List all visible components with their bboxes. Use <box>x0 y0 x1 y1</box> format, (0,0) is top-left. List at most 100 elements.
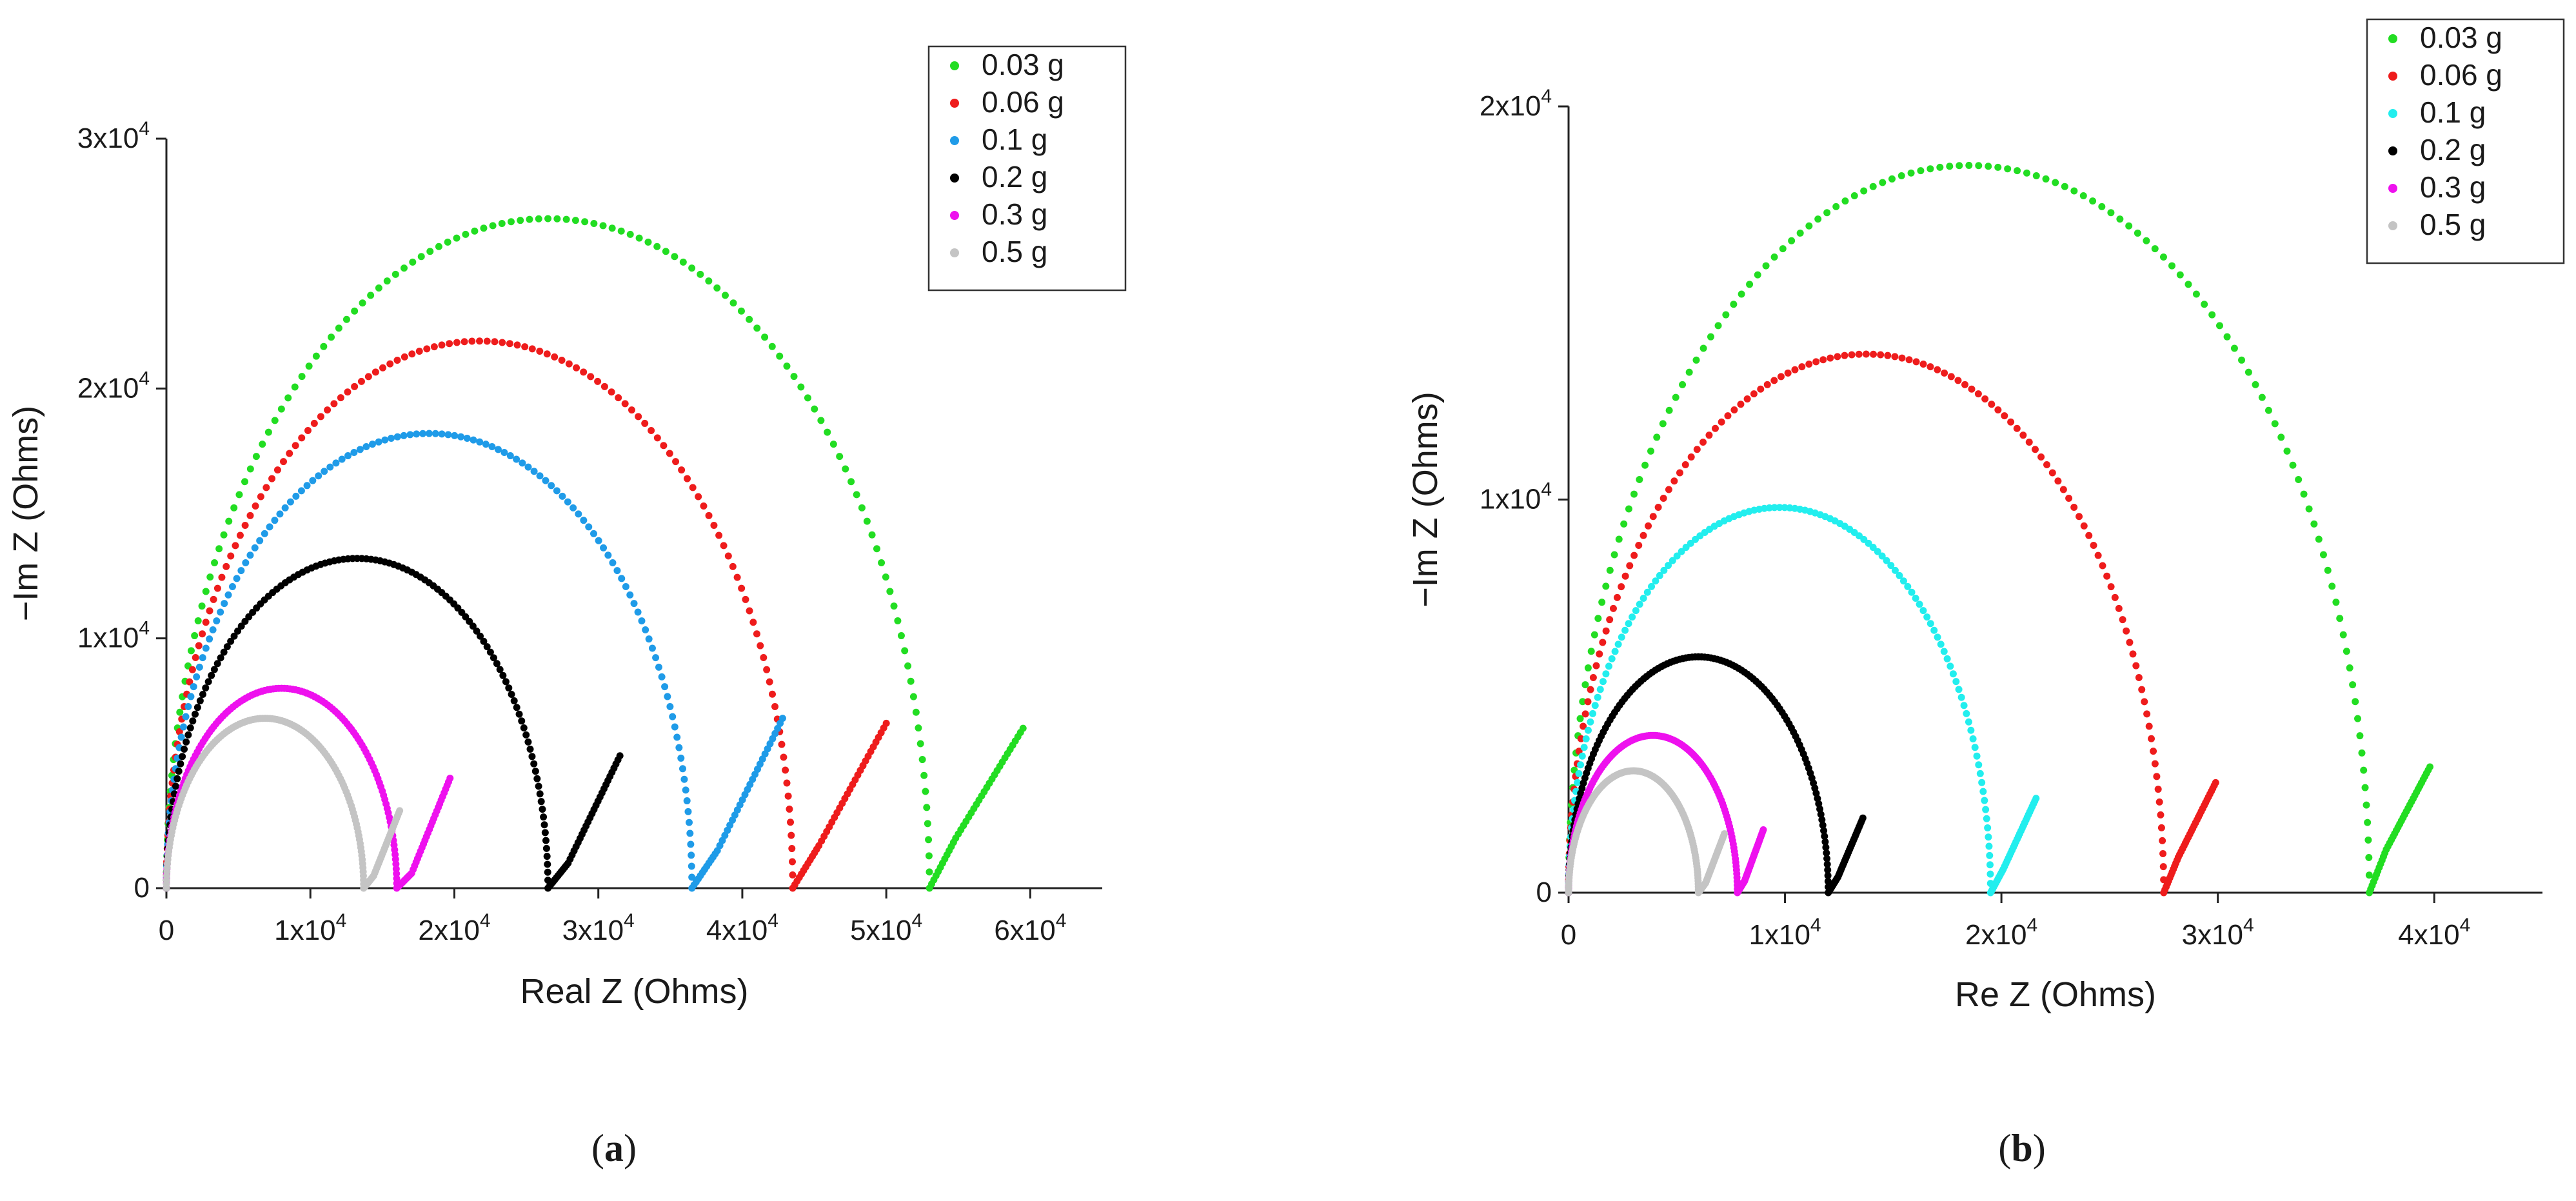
data-point <box>217 654 224 662</box>
data-point <box>1659 420 1667 428</box>
data-point <box>191 632 199 640</box>
panel-caption: (b) <box>1998 1127 2045 1169</box>
data-point <box>1591 702 1599 710</box>
data-point <box>491 338 499 346</box>
x-tick-label: 5x104 <box>850 910 922 946</box>
data-point <box>1814 215 1822 223</box>
data-point <box>172 782 179 790</box>
data-point <box>1589 710 1596 717</box>
data-point <box>213 660 221 668</box>
data-point <box>680 775 688 783</box>
data-point <box>2328 582 2336 590</box>
data-point <box>542 844 550 852</box>
data-point <box>337 394 344 402</box>
data-point <box>430 343 438 351</box>
data-point <box>528 345 536 353</box>
data-point <box>1971 744 1979 751</box>
x-tick-label: 2x104 <box>418 910 490 946</box>
data-point <box>2007 418 2015 426</box>
legend-entry: 0.2 g <box>2420 133 2486 166</box>
data-point <box>317 413 324 421</box>
data-point <box>2295 475 2303 483</box>
data-point <box>463 434 471 442</box>
data-point <box>2119 616 2126 624</box>
data-point <box>2426 763 2434 771</box>
data-point <box>600 544 608 551</box>
data-point <box>2089 197 2097 205</box>
data-point <box>688 264 696 272</box>
data-point <box>1912 358 1920 366</box>
data-point <box>553 487 560 495</box>
data-point <box>286 498 294 506</box>
data-point <box>1884 352 1892 359</box>
data-point <box>1986 851 1994 859</box>
data-point <box>2238 356 2246 364</box>
data-point <box>1919 361 1927 368</box>
data-point <box>664 693 671 700</box>
data-point <box>1611 648 1619 655</box>
data-point <box>1818 816 1826 824</box>
data-point <box>515 710 523 718</box>
data-point <box>315 472 322 480</box>
data-point <box>688 862 695 870</box>
legend-entry: 0.06 g <box>2420 58 2502 92</box>
data-point <box>1630 490 1638 498</box>
data-point <box>653 243 661 250</box>
data-point <box>540 821 548 829</box>
legend-entry: 0.5 g <box>2420 208 2486 241</box>
data-point <box>1985 833 1992 841</box>
data-point <box>2283 447 2291 455</box>
legend-marker <box>2388 184 2397 193</box>
data-point <box>1629 613 1636 621</box>
data-point <box>544 215 552 223</box>
data-point <box>907 677 915 685</box>
legend-marker <box>950 248 959 257</box>
data-point <box>1606 566 1614 574</box>
data-point <box>356 446 364 453</box>
data-point <box>551 353 559 361</box>
data-point <box>599 222 607 230</box>
data-point <box>186 724 194 732</box>
data-point <box>477 632 484 640</box>
data-point <box>761 333 769 341</box>
data-point <box>228 583 236 591</box>
data-point <box>1955 686 1963 693</box>
data-point <box>1587 648 1595 655</box>
data-point <box>590 530 598 537</box>
data-point <box>1984 824 1992 831</box>
data-point <box>490 654 497 662</box>
data-point <box>453 339 461 346</box>
data-point <box>2315 535 2323 543</box>
legend-marker <box>2388 72 2397 81</box>
data-point <box>1899 577 1907 585</box>
data-point <box>2155 798 2163 806</box>
data-point <box>522 731 530 739</box>
data-point <box>513 341 521 349</box>
data-point <box>1730 406 1738 413</box>
data-point <box>2208 311 2216 319</box>
data-point <box>328 333 335 341</box>
data-point <box>1580 744 1588 751</box>
data-point <box>2019 432 2027 439</box>
data-point <box>473 627 481 635</box>
data-point <box>1850 192 1858 200</box>
data-point <box>211 559 219 567</box>
data-point <box>766 678 773 686</box>
data-point <box>1947 373 1955 381</box>
data-point <box>2168 262 2175 270</box>
data-point <box>264 428 272 436</box>
data-point <box>223 643 231 651</box>
data-point <box>542 477 550 484</box>
data-point <box>2129 650 2137 658</box>
data-point <box>1578 752 1586 760</box>
data-point <box>729 562 737 570</box>
data-point <box>304 426 312 434</box>
data-point <box>357 377 365 385</box>
data-point <box>1678 548 1685 555</box>
data-point <box>1575 769 1583 777</box>
legend-marker <box>950 174 959 183</box>
data-point <box>2043 461 2051 469</box>
data-point <box>1994 406 2002 413</box>
data-point <box>1841 197 1849 205</box>
data-point <box>615 394 622 402</box>
